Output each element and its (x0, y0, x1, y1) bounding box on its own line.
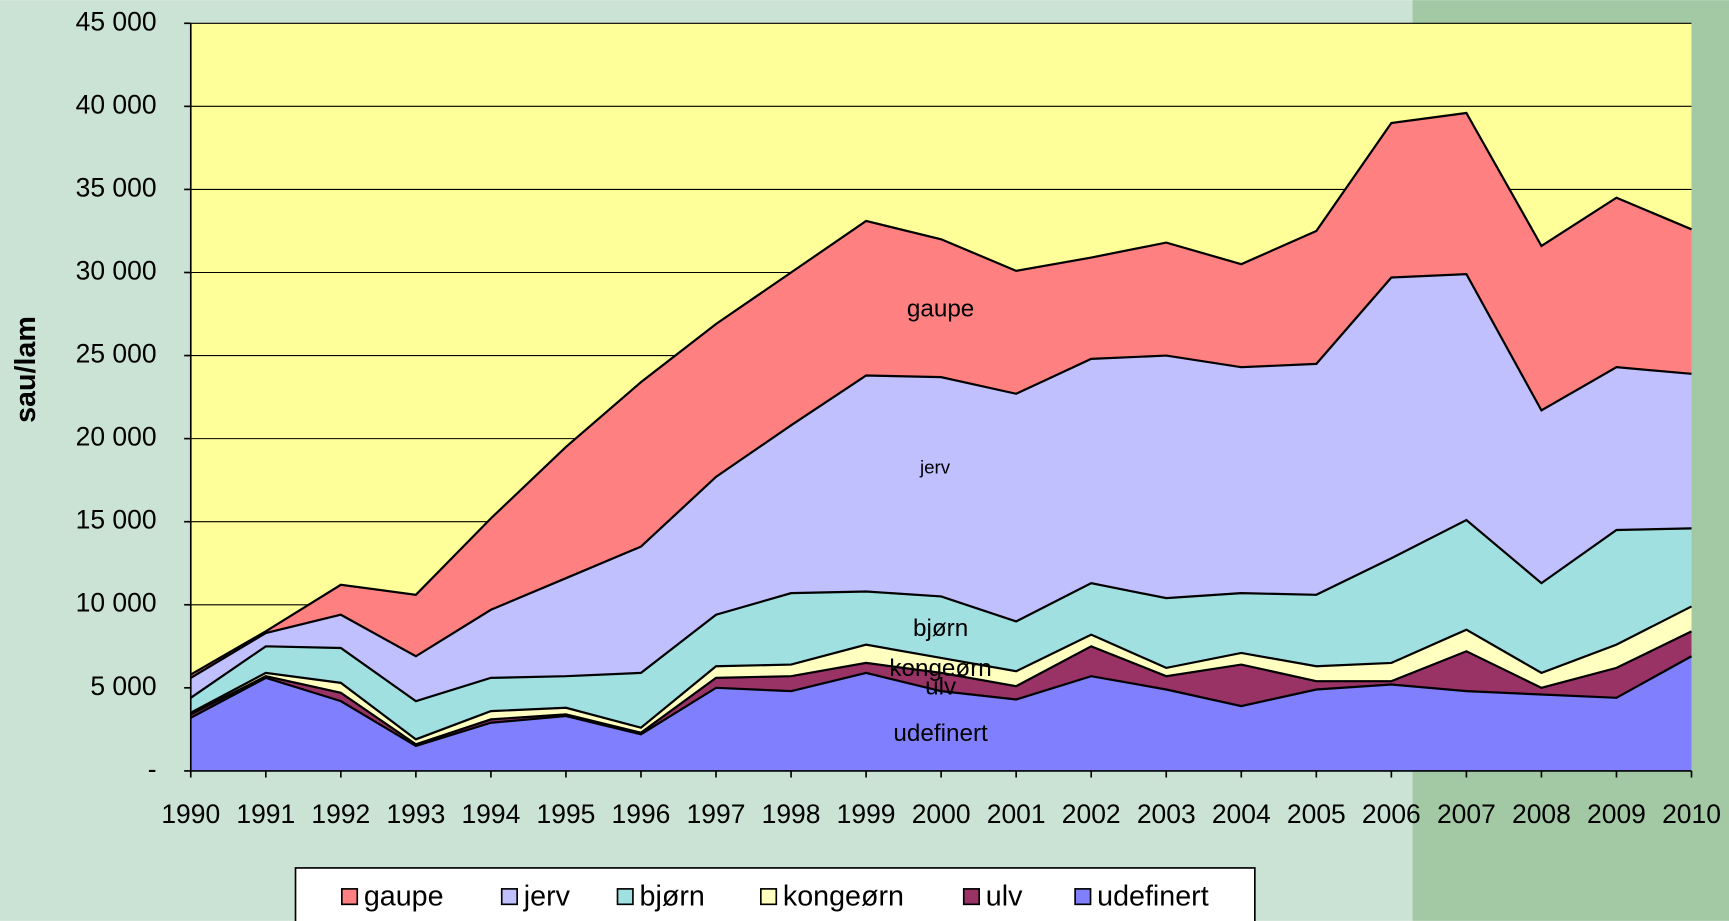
legend-label: kongeørn (783, 880, 904, 912)
x-tick-label: 1991 (236, 799, 295, 829)
x-tick-label: 2009 (1587, 799, 1646, 829)
area-outline (190, 655, 1693, 748)
legend-swatch (500, 888, 518, 906)
series-annotation: jerv (919, 457, 951, 478)
y-tick-label: 35 000 (76, 172, 157, 202)
area (190, 606, 1692, 745)
area (190, 520, 1692, 740)
x-tick-label: 1998 (762, 799, 821, 829)
legend-label: gaupe (364, 880, 444, 912)
legend-label: ulv (986, 880, 1023, 912)
y-tick-label: 25 000 (76, 339, 157, 369)
legend-swatch (760, 888, 778, 906)
x-tick-label: 1999 (837, 799, 896, 829)
y-tick-label: 40 000 (76, 89, 157, 119)
x-tick-label: 1994 (461, 799, 520, 829)
x-tick-label: 2006 (1362, 799, 1421, 829)
y-tick-label: 15 000 (76, 505, 157, 535)
area (190, 631, 1692, 746)
y-tick-label: 20 000 (76, 422, 157, 452)
x-tick-label: 1995 (537, 799, 596, 829)
series-annotation: ulv (925, 674, 957, 701)
area (190, 113, 1692, 678)
series-annotation: gaupe (907, 295, 974, 322)
x-tick-label: 2008 (1512, 799, 1571, 829)
series-annotation: udefinert (893, 720, 988, 747)
x-tick-label: 2005 (1287, 799, 1346, 829)
legend-label: jerv (523, 880, 571, 912)
x-tick-label: 2004 (1212, 799, 1271, 829)
x-tick-label: 1997 (687, 799, 746, 829)
x-tick-label: 1990 (161, 799, 220, 829)
x-tick-label: 1993 (386, 799, 445, 829)
series-annotation: bjørn (913, 615, 968, 642)
area-outline (190, 630, 1692, 746)
x-tick-label: 2001 (987, 799, 1046, 829)
x-tick-label: 1992 (311, 799, 370, 829)
legend-label: udefinert (1097, 880, 1209, 912)
y-tick-label: 45 000 (76, 6, 157, 36)
x-tick-label: 2010 (1662, 799, 1721, 829)
x-tick-label: 2002 (1062, 799, 1121, 829)
legend-label: bjørn (640, 880, 705, 912)
y-tick-label: 10 000 (76, 588, 157, 618)
legend-swatch (341, 888, 359, 906)
area (190, 656, 1692, 771)
y-axis-label: sau/lam (10, 316, 42, 423)
x-tick-label: 2007 (1437, 799, 1496, 829)
x-tick-label: 2003 (1137, 799, 1196, 829)
area-outline (190, 518, 1692, 703)
y-tick-label: 5 000 (90, 671, 156, 701)
area-outline (190, 273, 1692, 679)
x-tick-label: 2000 (912, 799, 971, 829)
area-outline (190, 605, 1693, 741)
series-annotation: kongeørn (889, 655, 991, 682)
legend-swatch (962, 888, 981, 906)
y-tick-label: 30 000 (76, 255, 157, 285)
area-outline (190, 111, 1692, 676)
legend-swatch (1074, 888, 1092, 906)
x-tick-label: 1996 (612, 799, 671, 829)
legend-swatch (616, 888, 634, 906)
y-tick-label: - (148, 754, 157, 784)
